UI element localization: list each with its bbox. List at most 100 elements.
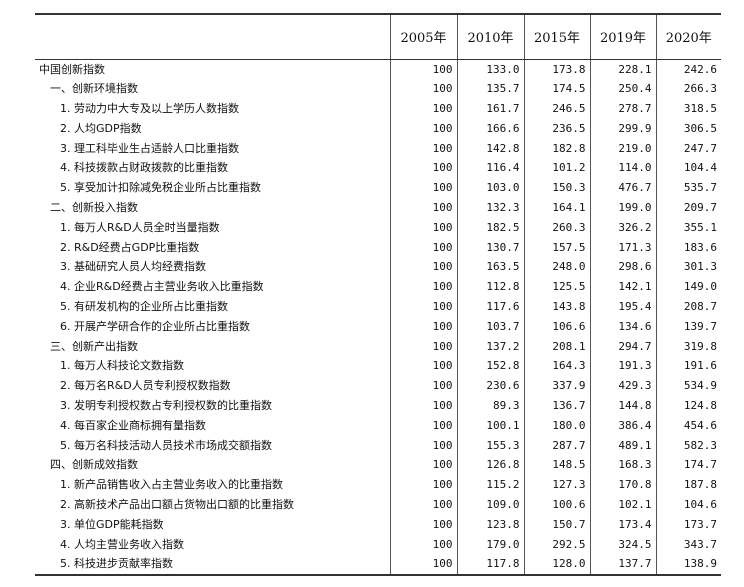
column-header: 2019年 <box>589 13 656 60</box>
table-row: 2. 高新技术产品出口额占货物出口额的比重指数 100 109.0 100.6 102.… <box>35 495 721 515</box>
row-label: 1. 新产品销售收入占主营业务收入的比重指数 <box>60 478 283 492</box>
value-cell: 142.1 <box>589 277 656 298</box>
table-row: 2. 每万名R&D人员专利授权数指数 100 230.6 337.9 429.3 534.… <box>35 376 721 397</box>
value-cell: 195.4 <box>589 297 656 317</box>
row-label: 4. 人均主营业务收入指数 <box>60 537 184 551</box>
value-cell: 103.0 <box>456 178 524 199</box>
table-row: 5. 有研发机构的企业所占比重指数 100 117.6 143.8 195.4 208.7 <box>35 297 721 317</box>
value-cell: 173.8 <box>523 59 590 80</box>
column-header: 2005年 <box>389 13 457 60</box>
value-cell: 208.1 <box>523 336 590 357</box>
value-cell: 301.3 <box>655 257 721 278</box>
row-label: 5. 享受加计扣除减免税企业所占比重指数 <box>60 181 261 195</box>
value-cell: 337.9 <box>523 376 590 397</box>
table-row: 1. 劳动力中大专及以上学历人数指数 100 161.7 246.5 278.7 318.… <box>35 99 721 119</box>
innovation-index-table: 2005年 2010年 2015年 2019年 2020年 中国创新指数 100 1… <box>35 13 721 577</box>
row-label: 1. 每万人科技论文数指数 <box>60 359 184 373</box>
value-cell: 100 <box>389 237 457 258</box>
value-cell: 260.3 <box>523 217 590 238</box>
value-cell: 163.5 <box>456 257 524 278</box>
row-label: 5. 每万名科技活动人员技术市场成交额指数 <box>60 438 272 452</box>
row-label: 3. 发明专利授权数占专利授权数的比重指数 <box>60 399 272 413</box>
value-cell: 292.5 <box>523 534 590 555</box>
value-cell: 100 <box>389 277 457 298</box>
value-cell: 100 <box>389 396 457 416</box>
value-cell: 152.8 <box>456 356 524 377</box>
value-cell: 534.9 <box>655 376 721 397</box>
value-cell: 173.7 <box>655 514 721 535</box>
value-cell: 219.0 <box>589 138 656 159</box>
value-cell: 135.7 <box>456 79 524 100</box>
value-cell: 137.2 <box>456 336 524 357</box>
table-row: 三、创新产出指数 100 137.2 208.1 294.7 319.8 <box>35 336 721 357</box>
value-cell: 355.1 <box>655 217 721 238</box>
value-cell: 124.8 <box>655 396 721 416</box>
row-label: 4. 每百家企业商标拥有量指数 <box>60 418 206 432</box>
value-cell: 109.0 <box>456 495 524 515</box>
header-label-cell <box>35 13 390 60</box>
value-cell: 100 <box>389 336 457 357</box>
value-cell: 343.7 <box>655 534 721 555</box>
table-row: 6. 开展产学研合作的企业所占比重指数 100 103.7 106.6 134.6 139… <box>35 316 721 337</box>
value-cell: 164.3 <box>523 356 590 377</box>
value-cell: 133.0 <box>456 59 524 80</box>
value-cell: 100 <box>389 59 457 80</box>
value-cell: 266.3 <box>655 79 721 100</box>
value-cell: 278.7 <box>589 99 656 119</box>
table-row: 中国创新指数 100 133.0 173.8 228.1 242.6 <box>35 59 721 80</box>
value-cell: 150.3 <box>523 178 590 199</box>
value-cell: 89.3 <box>456 396 524 416</box>
value-cell: 319.8 <box>655 336 721 357</box>
value-cell: 116.4 <box>456 158 524 179</box>
value-cell: 100 <box>389 475 457 496</box>
value-cell: 179.0 <box>456 534 524 555</box>
value-cell: 100 <box>389 554 457 577</box>
value-cell: 100 <box>389 158 457 179</box>
value-cell: 104.6 <box>655 495 721 515</box>
value-cell: 134.6 <box>589 316 656 337</box>
value-cell: 144.8 <box>589 396 656 416</box>
value-cell: 191.3 <box>589 356 656 377</box>
row-label: 中国创新指数 <box>39 62 105 76</box>
value-cell: 429.3 <box>589 376 656 397</box>
value-cell: 155.3 <box>456 435 524 456</box>
value-cell: 326.2 <box>589 217 656 238</box>
column-header: 2010年 <box>456 13 524 60</box>
row-label: 2. 人均GDP指数 <box>60 121 142 135</box>
value-cell: 106.6 <box>523 316 590 337</box>
row-label: 二、创新投入指数 <box>50 201 138 215</box>
value-cell: 236.5 <box>523 118 590 139</box>
value-cell: 164.1 <box>523 198 590 218</box>
table-row: 5. 每万名科技活动人员技术市场成交额指数 100 155.3 287.7 489.1 5… <box>35 435 721 456</box>
value-cell: 115.2 <box>456 475 524 496</box>
value-cell: 228.1 <box>589 59 656 80</box>
value-cell: 230.6 <box>456 376 524 397</box>
value-cell: 142.8 <box>456 138 524 159</box>
value-cell: 180.0 <box>523 415 590 436</box>
value-cell: 136.7 <box>523 396 590 416</box>
row-label: 3. 基础研究人员人均经费指数 <box>60 260 206 274</box>
value-cell: 306.5 <box>655 118 721 139</box>
table-row: 一、创新环境指数 100 135.7 174.5 250.4 266.3 <box>35 79 721 100</box>
value-cell: 157.5 <box>523 237 590 258</box>
table-row: 4. 企业R&D经费占主营业务收入比重指数 100 112.8 125.5 142.1 1… <box>35 277 721 298</box>
value-cell: 100 <box>389 178 457 199</box>
value-cell: 174.7 <box>655 455 721 476</box>
table-body: 中国创新指数 100 133.0 173.8 228.1 242.6 一、创新环境指数 100… <box>35 59 721 577</box>
value-cell: 128.0 <box>523 554 590 577</box>
value-cell: 183.6 <box>655 237 721 258</box>
row-label: 3. 理工科毕业生占适龄人口比重指数 <box>60 141 239 155</box>
value-cell: 117.6 <box>456 297 524 317</box>
value-cell: 454.6 <box>655 415 721 436</box>
value-cell: 187.8 <box>655 475 721 496</box>
value-cell: 100 <box>389 99 457 119</box>
value-cell: 100 <box>389 534 457 555</box>
value-cell: 149.0 <box>655 277 721 298</box>
value-cell: 132.3 <box>456 198 524 218</box>
value-cell: 100 <box>389 415 457 436</box>
value-cell: 100 <box>389 138 457 159</box>
value-cell: 324.5 <box>589 534 656 555</box>
value-cell: 126.8 <box>456 455 524 476</box>
row-label: 2. 高新技术产品出口额占货物出口额的比重指数 <box>60 498 294 512</box>
value-cell: 112.8 <box>456 277 524 298</box>
